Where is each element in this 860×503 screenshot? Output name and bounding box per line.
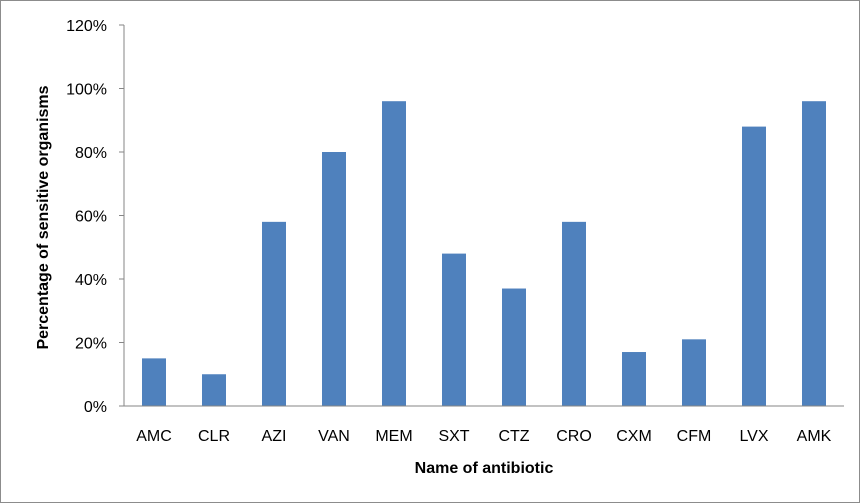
bar-cxm xyxy=(622,352,646,406)
x-tick-label: LVX xyxy=(739,428,768,445)
bar-azi xyxy=(262,221,286,406)
bar-cfm xyxy=(682,339,706,406)
y-tick-label: 80% xyxy=(75,145,107,162)
y-axis-ticks: 0% 20% 40% 60% 80% 100% 120% xyxy=(66,18,124,416)
x-tick-label: CRO xyxy=(556,428,592,445)
y-tick-label: 60% xyxy=(75,209,107,226)
x-tick-label: MEM xyxy=(375,428,412,445)
bars xyxy=(142,101,826,406)
x-axis-labels: AMC CLR AZI VAN MEM SXT CTZ CRO CXM CFM LVX AMK xyxy=(136,428,831,445)
x-tick-label: CTZ xyxy=(498,428,529,445)
bar-amk xyxy=(802,101,826,406)
x-tick-label: CFM xyxy=(677,428,712,445)
y-tick-label: 20% xyxy=(75,336,107,353)
x-axis-title: Name of antibiotic xyxy=(415,460,554,477)
y-axis-title: Percentage of sensitive organisms xyxy=(35,85,52,349)
x-tick-label: SXT xyxy=(438,428,469,445)
x-tick-label: AMK xyxy=(797,428,832,445)
y-tick-label: 100% xyxy=(66,82,107,99)
y-tick-label: 120% xyxy=(66,18,107,35)
bar-sxt xyxy=(442,253,466,406)
y-tick-label: 40% xyxy=(75,272,107,289)
bar-ctz xyxy=(502,288,526,406)
y-tick-label: 0% xyxy=(84,399,107,416)
x-tick-label: VAN xyxy=(318,428,350,445)
bar-van xyxy=(322,152,346,406)
x-tick-label: CLR xyxy=(198,428,230,445)
bar-clr xyxy=(202,374,226,406)
bar-cro xyxy=(562,221,586,406)
bar-amc xyxy=(142,358,166,406)
x-tick-label: CXM xyxy=(616,428,652,445)
bar-lvx xyxy=(742,126,766,406)
bar-mem xyxy=(382,101,406,406)
x-tick-label: AMC xyxy=(136,428,172,445)
x-tick-label: AZI xyxy=(262,428,287,445)
